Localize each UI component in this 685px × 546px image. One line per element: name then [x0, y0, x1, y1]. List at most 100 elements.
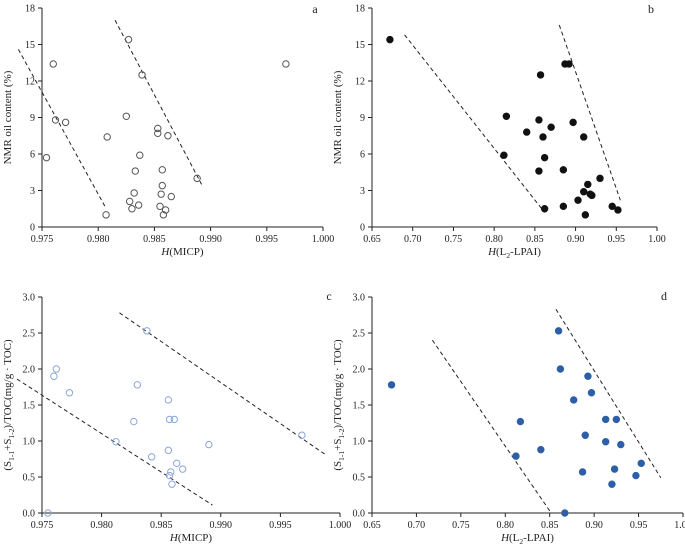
trend-line — [119, 312, 325, 455]
panel-label: a — [312, 2, 318, 16]
x-tick-label: 0.65 — [363, 520, 381, 531]
data-point — [523, 128, 531, 136]
trend-line — [114, 19, 203, 185]
data-point — [535, 167, 543, 175]
data-point — [125, 197, 134, 206]
y-tick-label: 6 — [30, 150, 35, 161]
data-point — [128, 205, 136, 213]
y-tick-label: 1.5 — [353, 401, 366, 412]
trend-line — [16, 378, 213, 506]
data-point — [193, 174, 201, 183]
data-point — [164, 446, 173, 455]
data-point — [502, 112, 511, 120]
y-tick-label: 9 — [360, 113, 365, 124]
x-tick-label: 0.980 — [87, 234, 110, 245]
data-point — [556, 365, 565, 373]
data-point — [617, 440, 625, 449]
y-tick-label: 0.5 — [23, 473, 36, 484]
y-tick-label: 0 — [30, 223, 35, 234]
data-point — [608, 202, 616, 211]
data-point — [535, 116, 543, 124]
data-point — [157, 190, 165, 198]
y-tick-label: 1.0 — [23, 437, 36, 448]
x-tick-label: 0.990 — [210, 520, 233, 531]
data-point — [608, 480, 616, 488]
data-point — [581, 431, 589, 439]
data-point — [578, 468, 587, 476]
data-point — [540, 205, 549, 213]
data-point — [44, 509, 52, 517]
x-tick-label: 1.00 — [648, 234, 666, 245]
y-tick-label: 3 — [360, 186, 365, 197]
data-point — [547, 123, 555, 131]
x-tick-label: 0.985 — [143, 234, 166, 245]
data-point — [130, 189, 138, 197]
data-point — [581, 211, 590, 219]
data-point — [154, 124, 162, 133]
data-point — [386, 35, 394, 44]
data-point — [147, 453, 156, 461]
data-point — [134, 201, 143, 209]
data-point — [580, 188, 588, 196]
x-tick-label: 0.80 — [485, 234, 503, 245]
y-tick-label: 12 — [355, 77, 365, 88]
data-point — [614, 206, 622, 214]
data-point — [65, 389, 74, 397]
x-tick-label: 1.000 — [329, 520, 352, 531]
data-point — [49, 60, 57, 68]
data-point — [587, 389, 596, 397]
data-point — [122, 112, 131, 120]
x-tick-label: 0.995 — [269, 520, 292, 531]
x-axis-title: H(L2-LPAI) — [487, 246, 541, 260]
data-point — [205, 440, 213, 449]
data-point — [610, 465, 619, 473]
data-point — [136, 151, 144, 159]
data-point — [574, 196, 582, 204]
x-tick-label: 0.90 — [567, 234, 585, 245]
data-point — [124, 35, 133, 44]
y-tick-label: 0.5 — [353, 473, 366, 484]
data-point — [158, 181, 166, 190]
data-point — [165, 471, 174, 480]
data-point — [167, 192, 175, 201]
data-point — [42, 153, 51, 162]
data-point — [584, 180, 592, 189]
x-tick-label: 0.95 — [608, 234, 626, 245]
trend-line — [17, 49, 106, 207]
panel-d: 0.65 0.70 0.75 0.80 0.85 0.90 0.95 1.00 0.0 0.5 1.… — [332, 289, 685, 546]
data-point — [554, 327, 563, 335]
data-point — [561, 509, 569, 517]
data-point — [161, 206, 170, 214]
data-point — [138, 71, 146, 79]
data-point — [559, 202, 568, 211]
x-tick-label: 0.75 — [445, 234, 463, 245]
y-tick-label: 2.0 — [23, 365, 36, 376]
x-tick-label: 0.980 — [90, 520, 113, 531]
data-point — [516, 417, 525, 426]
y-tick-label: 18 — [25, 4, 35, 15]
data-point — [165, 415, 174, 424]
y-tick-label: 3.0 — [353, 293, 366, 304]
x-tick-label: 0.75 — [452, 520, 470, 531]
data-point — [133, 381, 142, 389]
y-tick-label: 2.0 — [353, 365, 366, 376]
data-point — [130, 417, 138, 426]
data-point — [601, 438, 610, 446]
panel-label: c — [326, 289, 331, 303]
data-point — [298, 431, 306, 439]
panel-label: d — [661, 289, 667, 303]
data-point — [540, 153, 549, 162]
x-tick-label: 0.995 — [256, 234, 279, 245]
panel-a: 0.975 0.980 0.985 0.990 0.995 1.000 0 3 6 9 12 15 18… — [2, 2, 334, 258]
data-point — [282, 60, 290, 68]
data-point — [167, 468, 175, 476]
data-point — [168, 480, 176, 488]
data-point — [570, 396, 578, 404]
y-tick-label: 0.0 — [353, 509, 366, 520]
x-tick-label: 0.85 — [541, 520, 559, 531]
panel-label: b — [648, 2, 654, 16]
y-tick-label: 1.0 — [353, 437, 366, 448]
data-point — [170, 415, 179, 424]
y-tick-label: 2.5 — [353, 329, 366, 340]
